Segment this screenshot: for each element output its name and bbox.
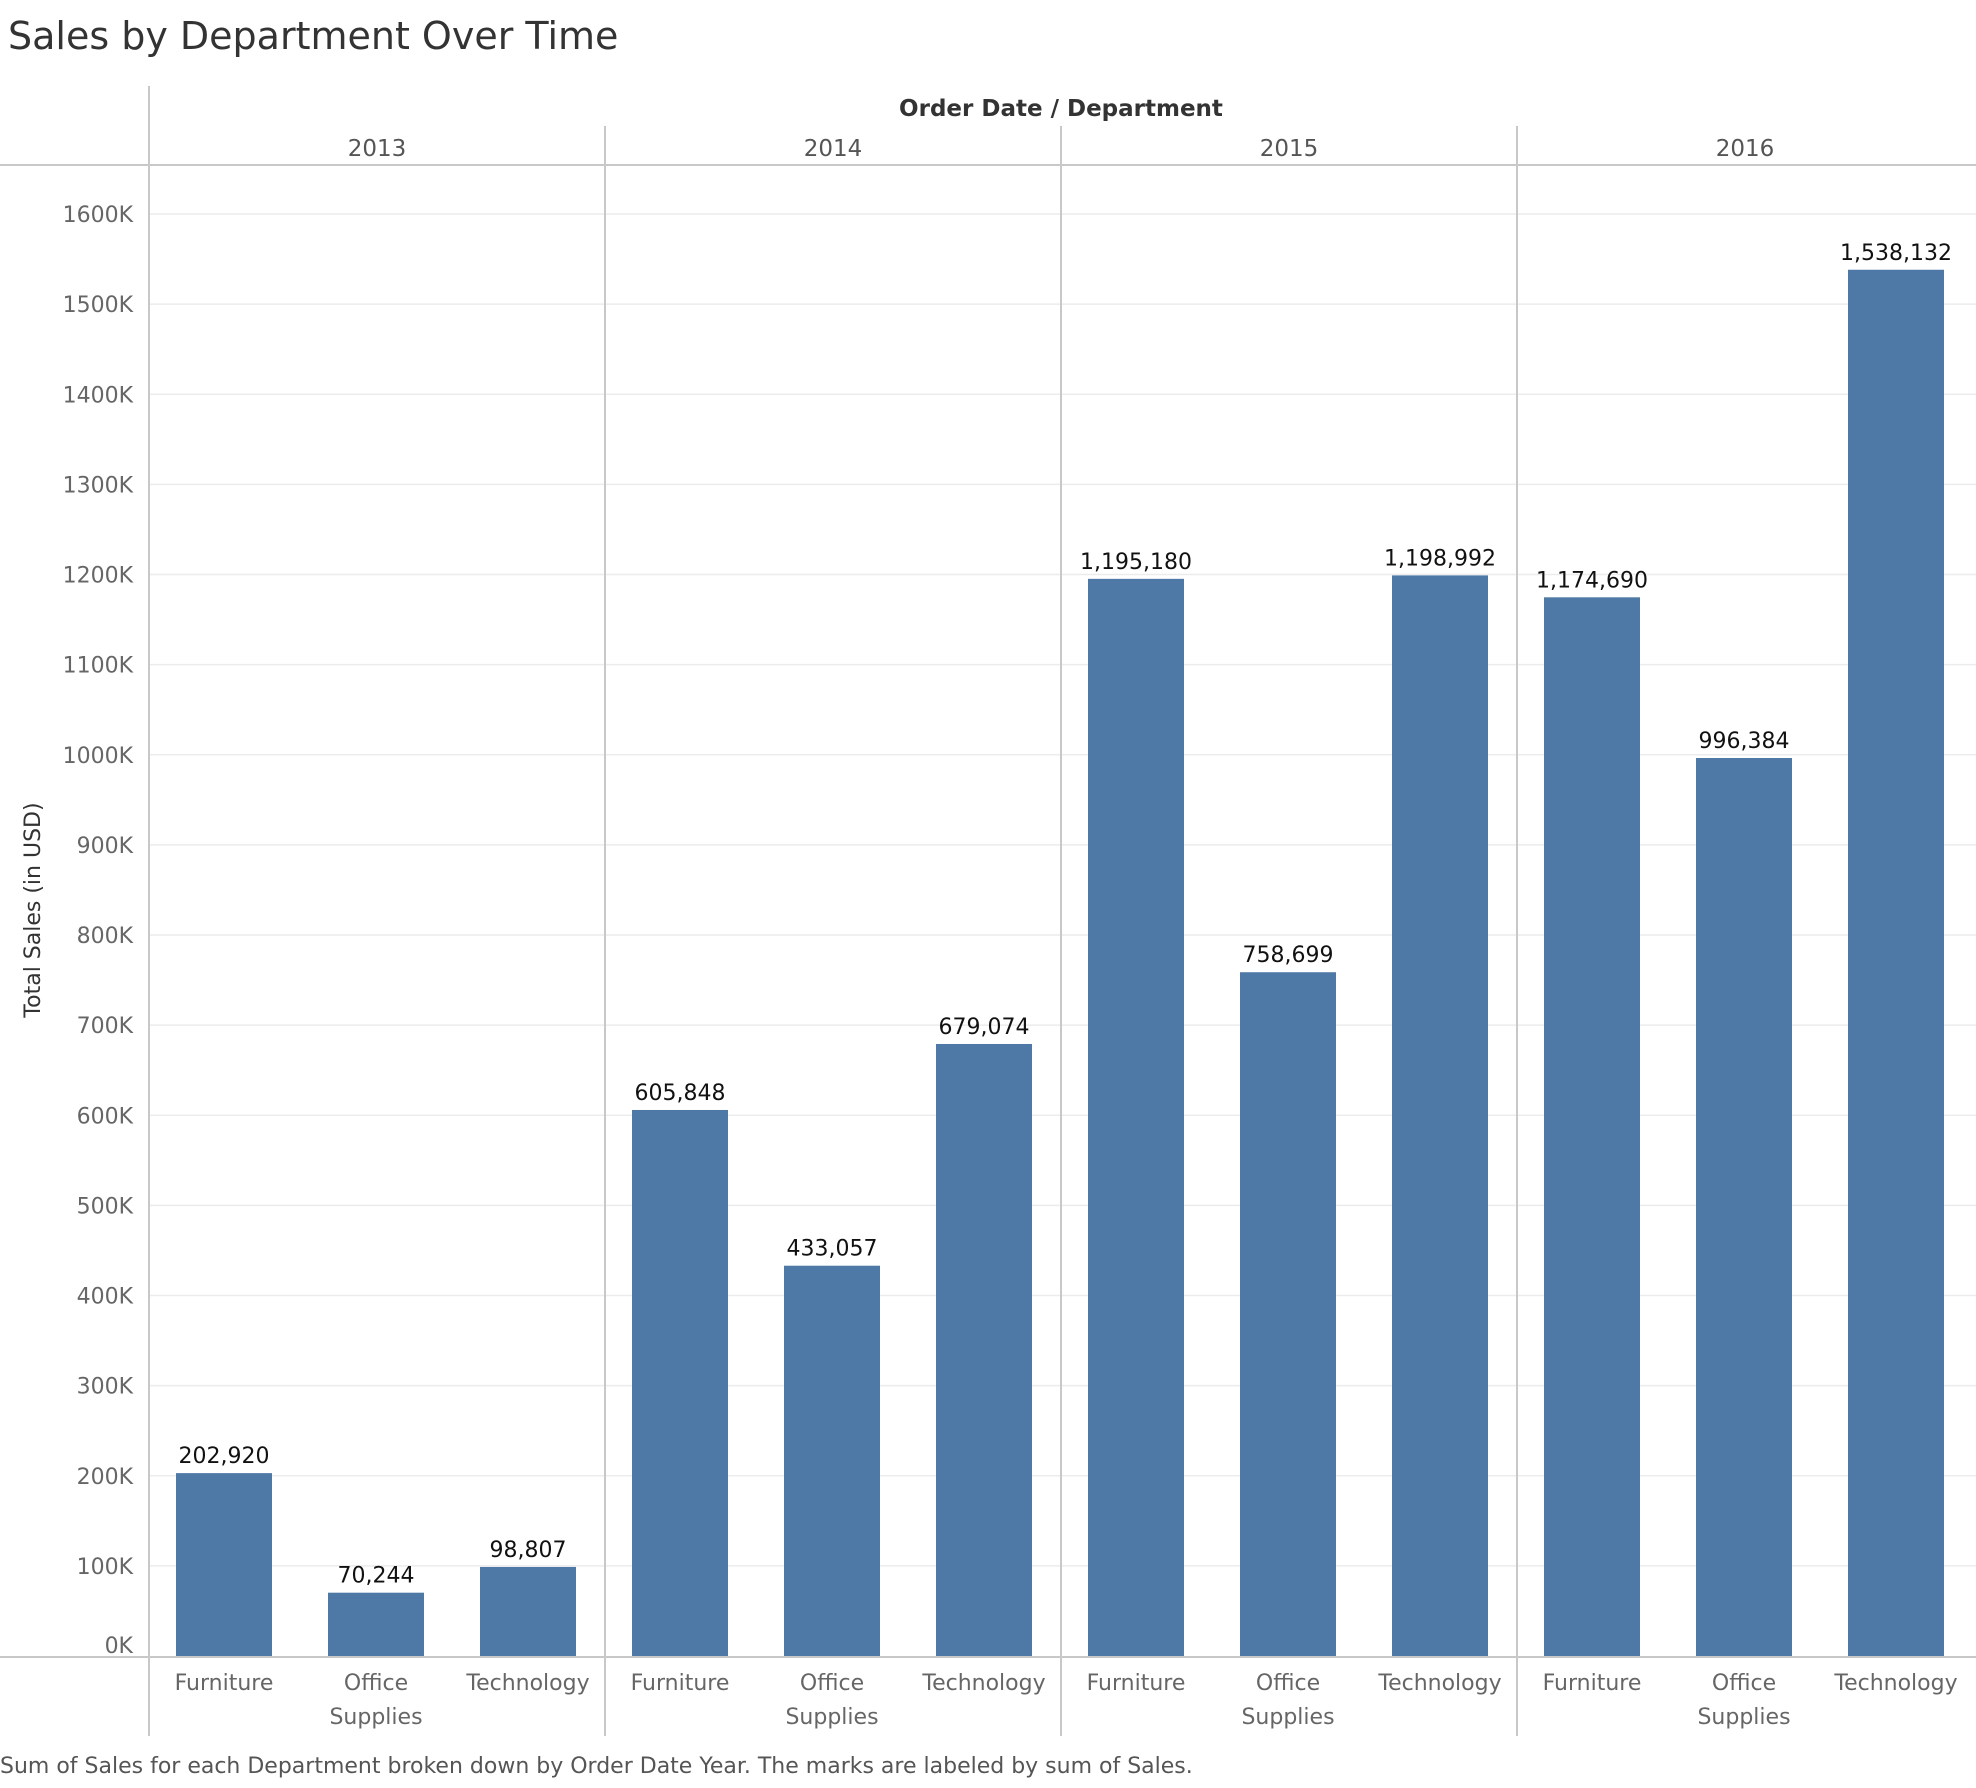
y-tick-label: 400K [77, 1285, 134, 1310]
bar-2014-2 [936, 1043, 1032, 1656]
year-header-2015: 2015 [1260, 136, 1319, 162]
category-label: Technology [921, 1671, 1045, 1696]
category-label: Technology [1833, 1671, 1957, 1696]
bar-2015-0 [1088, 578, 1184, 1657]
bar-value-label: 996,384 [1699, 729, 1790, 754]
y-tick-label: 1300K [63, 473, 134, 498]
chart-title: Sales by Department Over Time [8, 14, 619, 58]
chart-caption: Sum of Sales for each Department broken … [0, 1754, 1193, 1779]
chart-svg: 0K 100K 200K 300K 400K 500K 600K 700K 800K 900K 10… [0, 86, 1976, 1736]
y-tick-label: 600K [77, 1104, 134, 1129]
y-tick-label: 500K [77, 1194, 134, 1219]
category-label: Furniture [631, 1671, 730, 1696]
category-label: Technology [1377, 1671, 1501, 1696]
bar-value-label: 679,074 [939, 1015, 1030, 1040]
bar-value-label: 1,174,690 [1536, 568, 1648, 593]
frame-layer [0, 86, 1976, 1736]
bar-value-label: 202,920 [179, 1444, 270, 1469]
bar-value-label: 1,198,992 [1384, 546, 1496, 571]
year-header-2014: 2014 [804, 136, 863, 162]
category-label: Office [1712, 1671, 1776, 1696]
bar-2016-1 [1696, 758, 1792, 1656]
category-label: Furniture [175, 1671, 274, 1696]
y-tick-label: 1200K [63, 564, 134, 589]
bar-layer [176, 269, 1944, 1657]
bar-value-label: 1,538,132 [1840, 241, 1952, 266]
bar-2013-2 [480, 1566, 576, 1656]
column-header: Order Date / Department [899, 96, 1223, 122]
category-label: Technology [465, 1671, 589, 1696]
y-tick-label: 800K [77, 924, 134, 949]
bar-value-label: 433,057 [787, 1237, 878, 1262]
category-label: Supplies [329, 1705, 422, 1730]
bar-2014-1 [784, 1265, 880, 1656]
bar-2016-2 [1848, 269, 1944, 1656]
y-tick-label: 1100K [63, 654, 134, 679]
category-label: Supplies [1241, 1705, 1334, 1730]
y-tick-label: 200K [77, 1465, 134, 1490]
y-tick-label: 900K [77, 834, 134, 859]
y-tick-label: 100K [77, 1555, 134, 1580]
y-tick-label: 700K [77, 1014, 134, 1039]
bar-2014-0 [632, 1109, 728, 1656]
bar-value-label: 70,244 [338, 1564, 415, 1589]
year-header-2016: 2016 [1716, 136, 1775, 162]
y-tick-label: 1600K [63, 203, 134, 228]
bar-2013-0 [176, 1473, 272, 1656]
bar-value-label: 758,699 [1243, 943, 1334, 968]
category-label: Supplies [785, 1705, 878, 1730]
bar-value-label: 605,848 [635, 1081, 726, 1106]
category-label: Supplies [1697, 1705, 1790, 1730]
bar-2013-1 [328, 1592, 424, 1656]
category-label: Furniture [1543, 1671, 1642, 1696]
label-layer: 0K 100K 200K 300K 400K 500K 600K 700K 800K 900K 10… [21, 96, 1958, 1730]
year-header-2013: 2013 [348, 136, 407, 162]
y-tick-label: 1000K [63, 744, 134, 769]
category-label: Office [344, 1671, 408, 1696]
y-tick-label: 1400K [63, 383, 134, 408]
y-tick-label: 0K [105, 1634, 134, 1659]
bar-2015-1 [1240, 972, 1336, 1656]
bar-2016-0 [1544, 597, 1640, 1657]
category-label: Furniture [1087, 1671, 1186, 1696]
category-label: Office [1256, 1671, 1320, 1696]
bar-value-label: 98,807 [490, 1538, 567, 1563]
bar-2015-2 [1392, 575, 1488, 1656]
grid-layer [149, 213, 1976, 1567]
bar-value-label: 1,195,180 [1080, 550, 1192, 575]
y-tick-label: 1500K [63, 293, 134, 318]
y-tick-label: 300K [77, 1375, 134, 1400]
y-axis-title: Total Sales (in USD) [21, 802, 46, 1018]
category-label: Office [800, 1671, 864, 1696]
